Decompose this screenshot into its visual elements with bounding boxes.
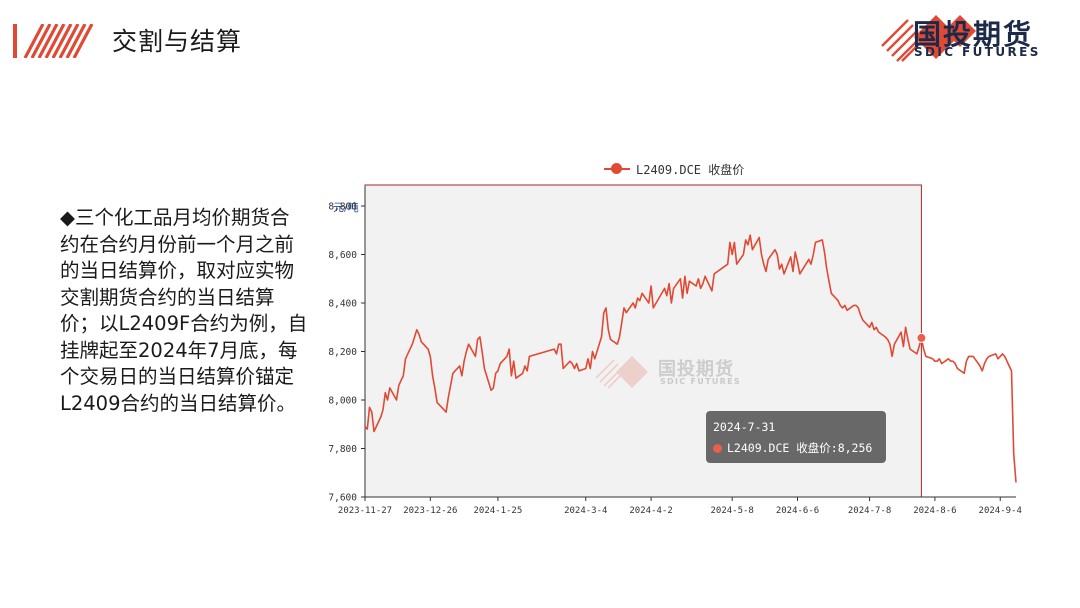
y-tick-label: 7,800	[328, 444, 357, 455]
x-tick-label: 2024-8-6	[913, 506, 956, 516]
x-tick-label: 2024-5-8	[710, 506, 753, 516]
watermark-name-cn: 国投期货	[658, 359, 734, 380]
y-axis-unit: 元/吨	[333, 201, 359, 214]
x-tick-label: 2023-11-27	[338, 506, 392, 516]
y-tick-label: 8,200	[328, 347, 357, 358]
x-tick-label: 2024-3-4	[564, 506, 607, 516]
logo-name-cn: 国投期货	[913, 18, 1034, 51]
header-stripes-decoration	[13, 24, 94, 58]
series-line[interactable]	[364, 234, 1017, 483]
y-tick-label: 8,800	[328, 202, 357, 213]
sdic-logo-icon	[881, 15, 976, 62]
chart-legend[interactable]: L2409.DCE 收盘价	[604, 159, 744, 179]
x-tick-label: 2023-12-26	[403, 506, 457, 516]
tooltip-date: 2024-7-31	[713, 420, 776, 434]
y-tick-label: 8,400	[328, 299, 357, 310]
tooltip-row: L2409.DCE 收盘价 : 8,256	[713, 440, 872, 456]
y-tick-label: 7,600	[328, 493, 357, 504]
x-tick-label: 2024-4-2	[629, 506, 672, 516]
description-text: ◆三个化工品月均价期货合约在合约月份前一个月之前的当日结算价，取对应实物交割期货…	[60, 206, 308, 415]
logo-name-en: SDIC FUTURES	[914, 45, 1041, 59]
x-tick-label: 2024-6-6	[776, 506, 819, 516]
x-tick-label: 2024-1-25	[474, 506, 523, 516]
highlighted-data-point[interactable]	[916, 332, 927, 343]
tooltip-value: 8,256	[837, 441, 873, 455]
legend-line-dot-icon	[604, 163, 630, 174]
watermark-logo-icon	[595, 356, 648, 389]
tooltip-series-dot-icon	[713, 443, 722, 453]
y-tick-label: 8,600	[328, 250, 357, 261]
chart-tooltip: 2024-7-31 L2409.DCE 收盘价 : 8,256	[706, 411, 886, 463]
page-title: 交割与结算	[112, 27, 243, 56]
x-tick-label: 2024-7-8	[848, 506, 891, 516]
y-tick-label: 8,000	[328, 396, 357, 407]
tooltip-series-name: L2409.DCE 收盘价	[727, 441, 831, 455]
tooltip-separator: :	[830, 441, 838, 455]
legend-series-name: L2409.DCE 收盘价	[636, 162, 745, 177]
watermark-name-en: SDIC FUTURES	[660, 377, 741, 386]
x-tick-label: 2024-9-4	[979, 506, 1022, 516]
